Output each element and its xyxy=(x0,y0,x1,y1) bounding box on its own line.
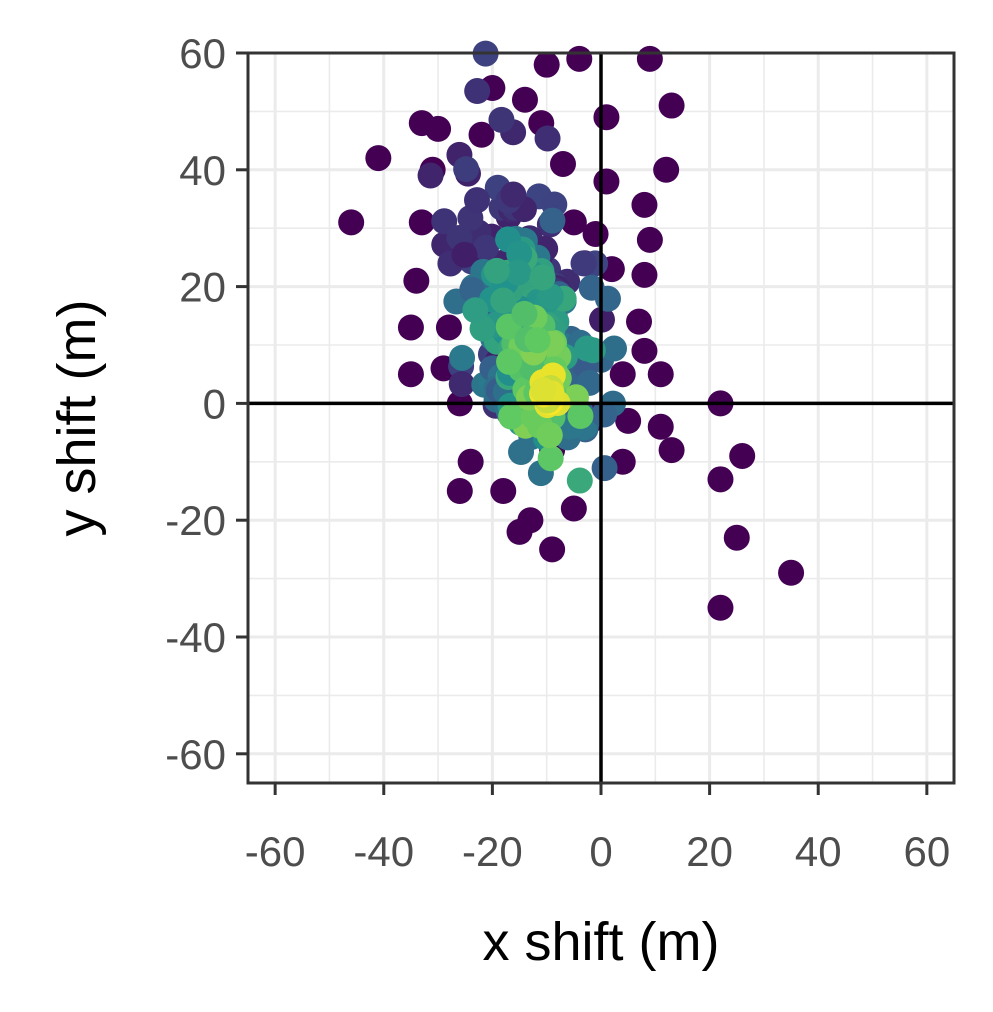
scatter-point xyxy=(435,314,462,341)
scatter-point xyxy=(524,327,551,354)
scatter-point xyxy=(431,208,458,235)
scatter-point xyxy=(408,110,435,137)
scatter-point xyxy=(778,559,805,586)
scatter-point xyxy=(451,241,478,268)
scatter-point xyxy=(723,524,750,551)
scatter-point xyxy=(539,207,566,234)
y-tick-label: -20 xyxy=(165,497,226,544)
x-tick-label: -20 xyxy=(462,828,523,875)
points-layer xyxy=(338,40,805,621)
x-tick-label: 60 xyxy=(903,828,950,875)
scatter-point xyxy=(658,92,685,119)
scatter-point xyxy=(464,78,491,105)
scatter-point xyxy=(591,455,618,482)
scatter-point xyxy=(457,448,484,475)
scatter-point xyxy=(636,45,663,72)
scatter-point xyxy=(631,261,658,288)
y-tick-label: -40 xyxy=(165,614,226,661)
scatter-point xyxy=(534,125,561,152)
scatter-point xyxy=(601,335,628,362)
y-tick-label: 40 xyxy=(179,147,226,194)
scatter-point xyxy=(647,413,674,440)
scatter-point xyxy=(417,162,444,189)
scatter-point xyxy=(570,250,597,277)
scatter-point xyxy=(490,287,517,314)
x-tick-label: -40 xyxy=(353,828,414,875)
scatter-point xyxy=(631,337,658,364)
scatter-point xyxy=(408,209,435,236)
scatter-point xyxy=(338,209,365,236)
y-tick-label: 60 xyxy=(179,30,226,77)
scatter-point xyxy=(397,314,424,341)
scatter-point xyxy=(517,507,544,534)
x-tick-label: -60 xyxy=(245,828,306,875)
scatter-point xyxy=(462,297,489,324)
y-axis-ticks: -60 -40 -20 0 20 40 60 xyxy=(165,30,248,778)
scatter-point xyxy=(530,377,557,404)
scatter-point xyxy=(533,51,560,78)
scatter-point xyxy=(463,187,490,214)
scatter-point xyxy=(506,240,533,267)
scatter-point xyxy=(566,45,593,72)
x-tick-label: 20 xyxy=(686,828,733,875)
scatter-point xyxy=(483,257,510,284)
x-tick-label: 0 xyxy=(589,828,612,875)
y-tick-label: 20 xyxy=(179,264,226,311)
scatter-point xyxy=(446,478,473,504)
scatter-point xyxy=(626,308,653,335)
x-axis-title: x shift (m) xyxy=(483,912,720,972)
scatter-point xyxy=(707,466,734,493)
scatter-point xyxy=(365,145,392,172)
scatter-point xyxy=(593,104,620,131)
scatter-point xyxy=(567,403,594,430)
scatter-point xyxy=(537,445,564,472)
scatter-point xyxy=(529,264,556,291)
scatter-point xyxy=(468,121,495,148)
scatter-point xyxy=(594,285,621,312)
scatter-point xyxy=(591,401,618,428)
y-tick-label: -60 xyxy=(165,731,226,778)
scatter-point xyxy=(539,536,566,563)
scatter-point xyxy=(636,226,663,253)
scatter-point xyxy=(453,156,480,183)
y-tick-label: 0 xyxy=(203,380,226,427)
x-axis-ticks: -60 -40 -20 0 20 40 60 xyxy=(245,783,950,875)
scatter-point xyxy=(488,106,515,133)
scatter-point xyxy=(449,344,476,371)
y-axis-title: y shift (m) xyxy=(47,300,107,537)
x-tick-label: 40 xyxy=(795,828,842,875)
scatter-point xyxy=(707,594,734,621)
scatter-point xyxy=(631,191,658,218)
scatter-point xyxy=(511,300,538,327)
scatter-point xyxy=(496,348,523,375)
scatter-point xyxy=(560,495,587,522)
scatter-point xyxy=(490,478,517,504)
scatter-point xyxy=(615,407,642,434)
scatter-point xyxy=(448,371,475,398)
scatter-point xyxy=(574,335,601,362)
scatter-point xyxy=(536,422,563,449)
scatter-point xyxy=(473,234,500,261)
scatter-point xyxy=(609,361,636,388)
scatter-point xyxy=(500,181,527,208)
scatter-point xyxy=(403,267,430,294)
scatter-point xyxy=(593,168,620,195)
scatter-point xyxy=(505,259,532,286)
scatter-point xyxy=(653,156,680,183)
scatter-point xyxy=(566,467,593,494)
scatter-point xyxy=(508,439,535,466)
scatter-point xyxy=(459,276,486,303)
scatter-point xyxy=(729,442,756,469)
scatter-point xyxy=(647,361,674,388)
scatter-point xyxy=(658,437,685,464)
scatter-point xyxy=(560,209,587,236)
reference-lines xyxy=(248,53,954,783)
scatter-point xyxy=(511,86,538,113)
scatter-point xyxy=(397,361,424,388)
scatter-point xyxy=(498,403,525,430)
scatter-point xyxy=(549,150,576,177)
